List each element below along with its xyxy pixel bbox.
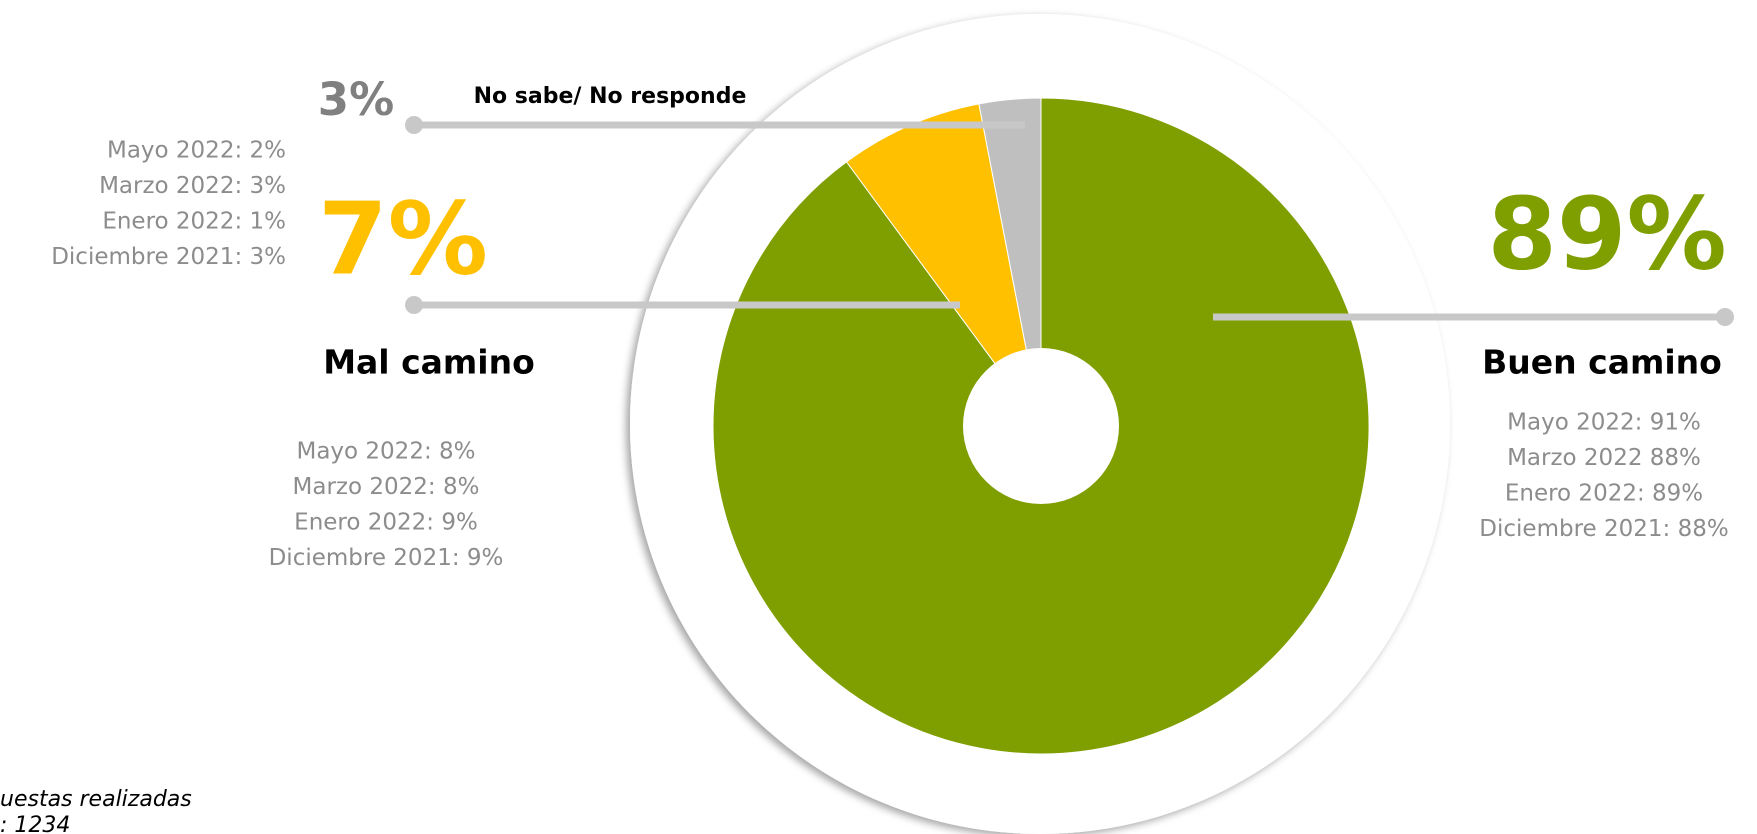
footnote: uestas realizadas <box>0 787 192 812</box>
history-label: Marzo 2022: 3% <box>99 173 286 199</box>
history-label: Enero 2022: 89% <box>1505 481 1703 507</box>
donut-hole <box>963 348 1119 504</box>
leader-dot <box>1716 308 1734 326</box>
category-label: Buen camino <box>1482 343 1722 382</box>
category-label: No sabe/ No responde <box>474 84 747 109</box>
history-label: Mayo 2022: 91% <box>1507 410 1701 436</box>
value-label: 7% <box>318 180 488 297</box>
history-label: Marzo 2022 88% <box>1507 445 1701 471</box>
history-label: Diciembre 2021: 88% <box>1479 516 1728 542</box>
leader-dot <box>405 296 423 314</box>
category-label: Mal camino <box>323 343 535 382</box>
history-label: Mayo 2022: 8% <box>296 439 475 465</box>
history-label: Marzo 2022: 8% <box>293 474 480 500</box>
history-label: Diciembre 2021: 3% <box>51 244 286 270</box>
history-label: Diciembre 2021: 9% <box>269 545 504 571</box>
history-label: Enero 2022: 9% <box>294 510 478 536</box>
leader-dot <box>405 116 423 134</box>
footnote: : 1234 <box>0 813 70 834</box>
history-label: Mayo 2022: 2% <box>107 138 286 164</box>
value-label: 89% <box>1487 175 1726 292</box>
slice <box>978 97 1042 427</box>
value-label: 3% <box>318 73 394 126</box>
history-label: Enero 2022: 1% <box>102 209 286 235</box>
